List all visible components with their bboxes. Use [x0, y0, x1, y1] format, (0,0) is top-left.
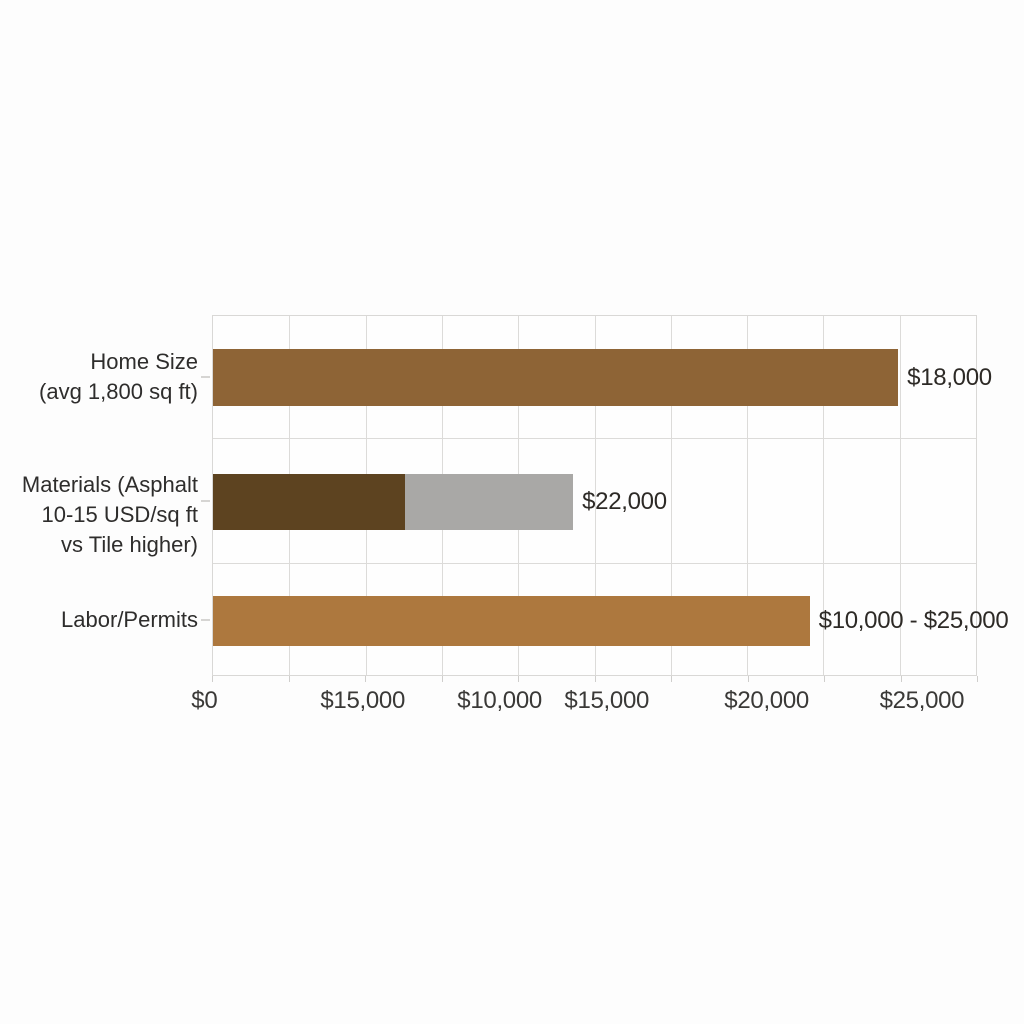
- value-label: $22,000: [582, 487, 667, 515]
- y-tick-mark: [201, 375, 210, 378]
- value-label: $18,000: [907, 363, 992, 391]
- vertical-gridline: [594, 316, 596, 675]
- value-label: $10,000 - $25,000: [818, 606, 1009, 634]
- category-label-line: Home Size: [90, 348, 198, 374]
- category-label-line: (avg 1,800 sq ft): [39, 378, 198, 404]
- category-label-line: Labor/Permits: [61, 606, 198, 632]
- vertical-gridline: [747, 316, 749, 675]
- category-label-line: vs Tile higher): [61, 531, 198, 557]
- bar-row: $18,000: [213, 349, 992, 407]
- x-tick-mark: [900, 676, 902, 682]
- x-tick-label: $0: [191, 687, 218, 714]
- x-tick-mark: [518, 676, 519, 682]
- x-tick-mark: [365, 676, 366, 682]
- y-tick-mark: [201, 618, 210, 621]
- x-tick-label: $10,000: [457, 687, 542, 714]
- category-label-line: 10-15 USD/sq ft: [41, 501, 198, 527]
- x-tick-label: $15,000: [564, 687, 650, 714]
- x-tick-mark: [747, 676, 749, 682]
- x-tick-label: $25,000: [879, 687, 965, 714]
- x-tick-label: $20,000: [724, 687, 809, 714]
- x-tick-mark: [441, 676, 443, 682]
- bar-row: $10,000 - $25,000: [213, 595, 1009, 646]
- vertical-gridline: [670, 316, 672, 675]
- x-tick-mark: [824, 676, 825, 682]
- bar-segment-tile: [405, 473, 574, 530]
- bar-segment-primary: [213, 349, 899, 407]
- x-axis-ticks: $0 $15,000 $10,000 $15,000 $20,000 $25,000: [191, 687, 977, 721]
- vertical-gridline: [823, 316, 825, 675]
- plot-area: $18,000 $22,000 $10,000 - $25,000: [212, 315, 1009, 676]
- bar-row: $22,000: [213, 473, 976, 530]
- x-tick-mark: [288, 676, 290, 682]
- category-label-line: Materials (Asphalt: [21, 471, 198, 497]
- x-tick-mark: [594, 676, 596, 682]
- bar-segment-primary: [213, 595, 810, 646]
- horizontal-gridline: [213, 438, 976, 440]
- x-tick-mark: [977, 676, 978, 682]
- category-label: Home Size (avg 1,800 sq ft): [0, 347, 198, 407]
- y-tick-mark: [201, 499, 210, 502]
- x-tick-mark: [212, 676, 213, 682]
- x-tick-label: $15,000: [320, 687, 406, 714]
- x-tick-mark: [671, 676, 672, 682]
- bar-segment-asphalt: [213, 473, 406, 530]
- vertical-gridline: [899, 316, 901, 675]
- category-label: Labor/Permits: [0, 605, 198, 635]
- horizontal-gridline: [213, 562, 976, 564]
- category-label: Materials (Asphalt 10-15 USD/sq ft vs Tile…: [0, 470, 198, 560]
